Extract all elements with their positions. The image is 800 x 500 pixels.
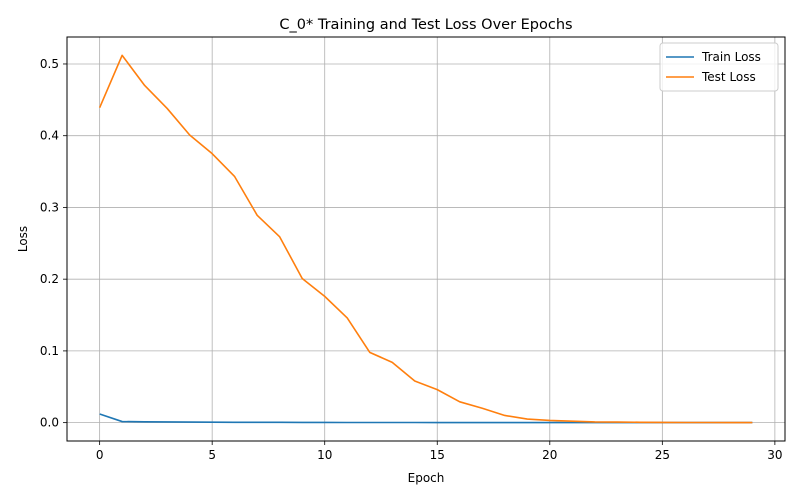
y-tick-label: 0.0 <box>40 416 59 430</box>
y-tick-label: 0.5 <box>40 57 59 71</box>
x-tick-label: 0 <box>96 448 104 462</box>
y-tick-label: 0.4 <box>40 129 59 143</box>
x-tick-label: 30 <box>767 448 782 462</box>
x-axis-title: Epoch <box>408 471 445 485</box>
y-tick-label: 0.2 <box>40 272 59 286</box>
x-tick-label: 5 <box>208 448 216 462</box>
x-tick-label: 25 <box>655 448 670 462</box>
legend: Train Loss Test Loss <box>659 42 779 92</box>
series-group <box>98 54 753 424</box>
plot-frame <box>66 36 786 442</box>
y-axis-title: Loss <box>16 226 30 252</box>
legend-box <box>659 42 779 92</box>
chart-title: C_0* Training and Test Loss Over Epochs <box>279 17 572 33</box>
x-tick-label: 10 <box>317 448 332 462</box>
x-tick-label: 20 <box>542 448 557 462</box>
y-tick-label: 0.1 <box>40 344 59 358</box>
y-tick-label: 0.3 <box>40 200 59 214</box>
legend-label-test-loss: Test Loss <box>701 70 756 84</box>
x-tick-label: 15 <box>430 448 445 462</box>
legend-label-train-loss: Train Loss <box>701 50 761 64</box>
ticks: 0 5 10 15 20 25 30 0.0 0.1 0.2 0.3 0.4 0.5 <box>40 57 783 462</box>
test-loss-line <box>98 54 753 424</box>
